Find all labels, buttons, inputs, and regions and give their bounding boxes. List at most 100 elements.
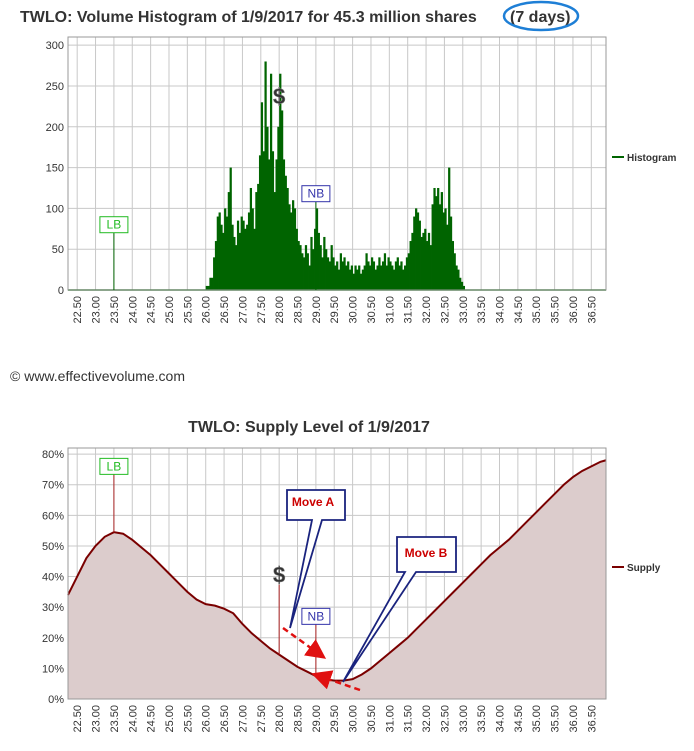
histogram-bar xyxy=(319,245,322,290)
histogram-legend-label: Histogram xyxy=(627,153,677,164)
y-tick-label: 80% xyxy=(42,449,64,461)
histogram-bar xyxy=(444,208,447,290)
x-tick-label: 28.00 xyxy=(274,705,286,733)
histogram-bar xyxy=(246,224,249,290)
histogram-bar xyxy=(462,285,466,290)
move-b-callout-box xyxy=(342,536,457,683)
histogram-bar xyxy=(213,257,216,290)
histogram-bar xyxy=(337,269,341,290)
histogram-bar xyxy=(220,224,223,290)
histogram-bar xyxy=(214,241,218,290)
y-tick-label: 20% xyxy=(42,633,64,645)
histogram-bar xyxy=(258,155,262,290)
histogram-bar xyxy=(437,187,440,290)
move-a-arrow xyxy=(282,626,327,659)
histogram-bar xyxy=(209,277,214,290)
histogram-bar xyxy=(361,269,365,290)
histogram-bar xyxy=(249,187,253,290)
x-tick-label: 28.50 xyxy=(293,705,305,733)
histogram-bar xyxy=(376,265,379,290)
histogram-bar xyxy=(292,200,295,290)
y-tick-label: 10% xyxy=(42,663,64,675)
histogram-bar xyxy=(303,257,306,290)
histogram-bar xyxy=(455,265,458,290)
histogram-bar xyxy=(348,269,352,290)
x-tick-label: 27.00 xyxy=(237,705,249,733)
nb-marker-box xyxy=(301,607,331,625)
y-tick-label: 30% xyxy=(42,602,64,614)
lb-marker-label: LB xyxy=(107,218,122,232)
y-tick-label: 0% xyxy=(48,694,64,706)
histogram-bar xyxy=(405,257,409,290)
histogram-bar xyxy=(284,175,287,290)
histogram-bar xyxy=(459,277,462,290)
x-tick-label: 34.50 xyxy=(513,705,525,733)
histogram-bar xyxy=(440,192,443,290)
histogram-bar xyxy=(378,257,381,290)
move-b-arrow xyxy=(311,670,361,692)
histogram-bar xyxy=(347,261,350,290)
histogram-bar xyxy=(277,126,280,290)
x-tick-label: 24.00 xyxy=(127,705,139,733)
histogram-bar xyxy=(341,261,344,290)
x-tick-label: 29.50 xyxy=(329,705,341,733)
x-tick-label: 24.00 xyxy=(127,296,139,324)
x-tick-label: 23.00 xyxy=(91,705,103,733)
histogram-bars xyxy=(68,61,606,291)
dollar-marker: $ xyxy=(273,563,285,588)
x-tick-label: 35.00 xyxy=(531,705,543,733)
histogram-bar xyxy=(418,220,421,290)
histogram-bar xyxy=(345,265,348,290)
histogram-bar xyxy=(238,232,242,290)
x-tick-label: 32.00 xyxy=(421,296,433,324)
lb-marker-box xyxy=(99,216,129,234)
nb-marker-label: NB xyxy=(308,187,325,201)
histogram-bar xyxy=(359,273,363,290)
y-tick-label: 50 xyxy=(52,244,64,256)
histogram-bar xyxy=(451,241,454,290)
plot-border xyxy=(67,36,607,291)
histogram-axes: 0 50 100 150 200 250 300 22.50 23.00 23.50 24.00 24… xyxy=(46,36,607,324)
histogram-bar xyxy=(251,208,254,290)
x-tick-label: 33.50 xyxy=(476,296,488,324)
histogram-bar xyxy=(315,208,319,290)
histogram-bar xyxy=(426,241,429,290)
days-highlight-circle xyxy=(502,0,580,32)
histogram-bar xyxy=(433,187,436,290)
x-tick-label: 24.50 xyxy=(146,705,158,733)
histogram-bar xyxy=(389,261,392,290)
x-tick-label: 25.50 xyxy=(182,705,194,733)
histogram-bar xyxy=(314,228,317,290)
histogram-bar xyxy=(205,285,210,290)
histogram-bar xyxy=(268,159,271,290)
histogram-bar xyxy=(415,208,418,290)
x-tick-label: 28.50 xyxy=(293,296,305,324)
x-tick-label: 32.50 xyxy=(439,705,451,733)
x-tick-label: 36.50 xyxy=(586,296,598,324)
histogram-bar xyxy=(336,261,339,290)
histogram-markers: LB NB $ xyxy=(99,84,331,290)
supply-area xyxy=(67,459,607,699)
x-tick-label: 29.50 xyxy=(329,296,341,324)
histogram-bar xyxy=(306,253,309,290)
y-tick-label: 70% xyxy=(42,480,64,492)
x-tick-label: 35.00 xyxy=(531,296,543,324)
histogram-bar xyxy=(310,236,313,290)
y-tick-label: 200 xyxy=(46,122,64,134)
histogram-bar xyxy=(288,204,291,290)
histogram-bar xyxy=(262,151,265,290)
nb-marker-label: NB xyxy=(308,609,325,623)
histogram-bar xyxy=(321,257,324,290)
histogram-bar xyxy=(363,265,366,290)
x-tick-label: 27.00 xyxy=(237,296,249,324)
move-a-callout-box xyxy=(286,489,346,629)
x-tick-label: 31.50 xyxy=(403,705,415,733)
x-tick-label: 35.50 xyxy=(550,296,562,324)
histogram-bar xyxy=(301,253,304,290)
x-tick-label: 32.50 xyxy=(439,296,451,324)
histogram-bar xyxy=(365,253,368,290)
supply-level-chart: TWLO: Supply Level of 1/9/2017 0% 10% 20% 3… xyxy=(42,419,661,733)
x-tick-label: 22.50 xyxy=(72,705,84,733)
histogram-bar xyxy=(411,232,414,290)
